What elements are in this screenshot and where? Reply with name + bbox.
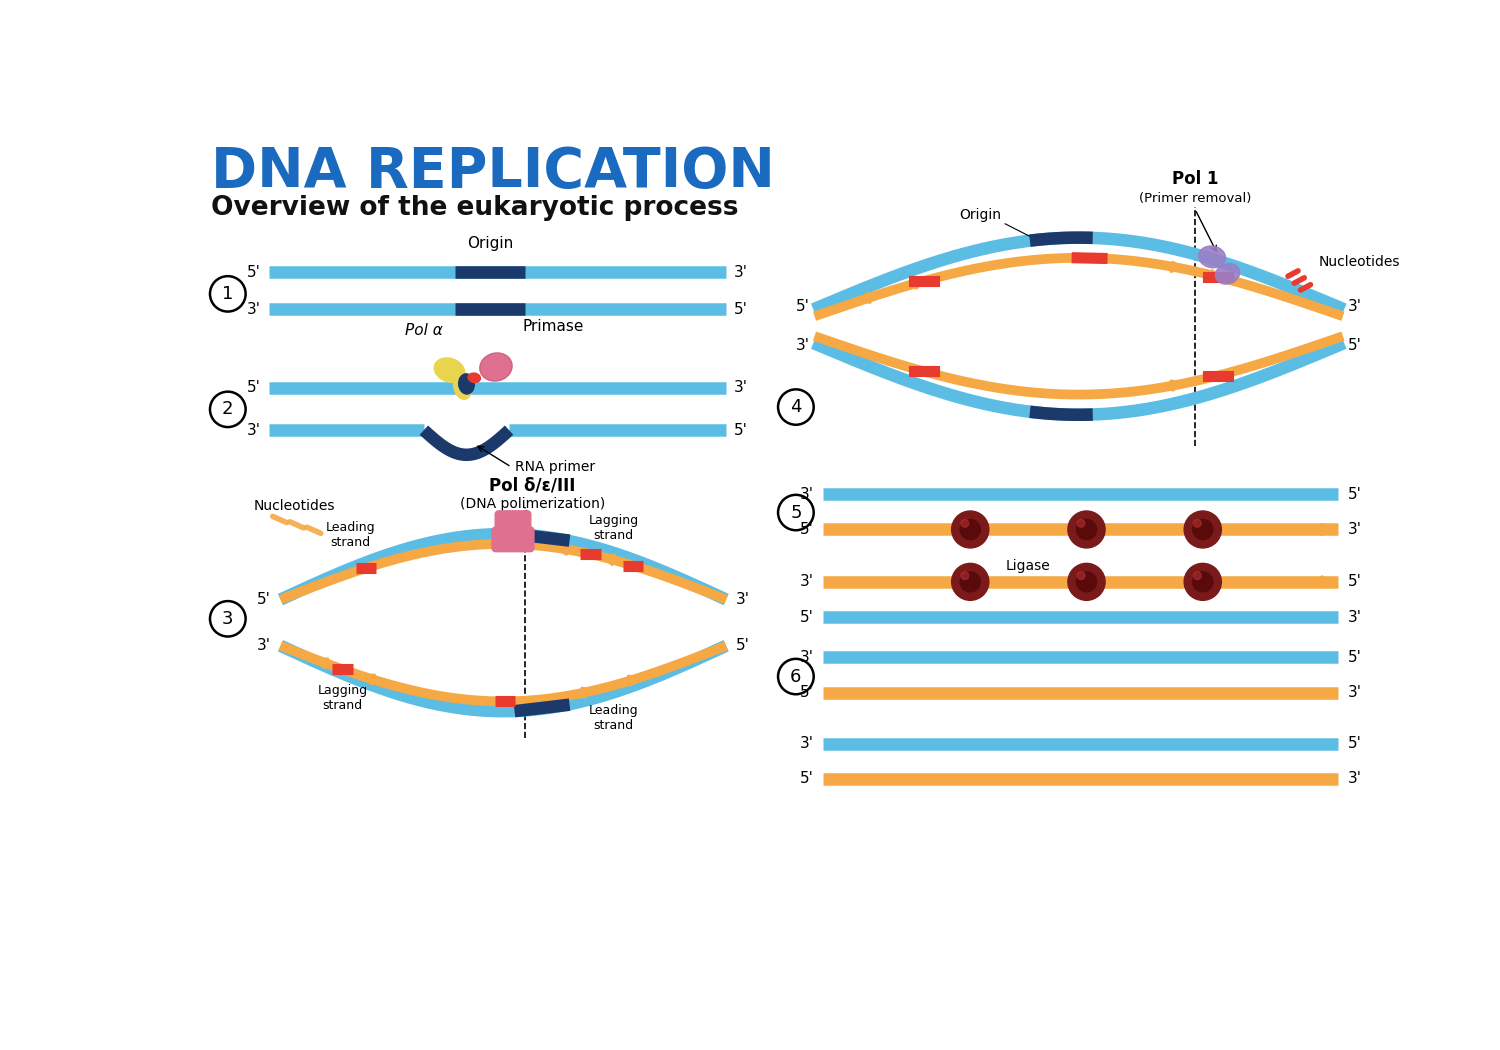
Text: 5': 5' — [734, 423, 747, 438]
Circle shape — [1068, 564, 1106, 601]
Text: 3': 3' — [734, 265, 748, 279]
Text: (DNA polimerization): (DNA polimerization) — [459, 497, 604, 511]
Text: 5': 5' — [1347, 736, 1362, 751]
Circle shape — [1192, 572, 1214, 592]
Text: 3': 3' — [1347, 299, 1362, 314]
Text: 3': 3' — [1347, 686, 1362, 700]
Text: DNA REPLICATION: DNA REPLICATION — [210, 145, 774, 200]
Text: 3': 3' — [800, 486, 813, 502]
Text: 3': 3' — [248, 423, 261, 438]
Text: Ligase: Ligase — [1007, 559, 1050, 572]
Text: 5': 5' — [796, 299, 810, 314]
Circle shape — [1077, 520, 1084, 527]
Text: 5': 5' — [248, 380, 261, 395]
Text: 6: 6 — [790, 668, 801, 686]
Text: (Primer removal): (Primer removal) — [1138, 192, 1251, 206]
Text: Origin: Origin — [466, 236, 513, 251]
Text: Leading
strand: Leading strand — [590, 704, 639, 732]
Circle shape — [1184, 564, 1221, 601]
Ellipse shape — [480, 353, 512, 381]
Circle shape — [1184, 511, 1221, 548]
Circle shape — [960, 572, 981, 592]
Circle shape — [1068, 511, 1106, 548]
Text: 3': 3' — [800, 736, 813, 751]
Circle shape — [1077, 520, 1096, 540]
Circle shape — [1192, 520, 1214, 540]
Text: RNA primer: RNA primer — [516, 460, 596, 475]
Text: 3': 3' — [800, 574, 813, 589]
Circle shape — [960, 520, 981, 540]
Text: 1: 1 — [222, 285, 234, 302]
Text: 5': 5' — [1347, 486, 1362, 502]
Text: 3': 3' — [1347, 522, 1362, 537]
Ellipse shape — [1198, 246, 1225, 268]
Text: 5': 5' — [258, 592, 272, 607]
Text: 3': 3' — [256, 638, 272, 653]
Ellipse shape — [433, 357, 465, 383]
Text: 5': 5' — [800, 772, 813, 786]
Text: 5': 5' — [1347, 650, 1362, 665]
Text: 3': 3' — [800, 650, 813, 665]
FancyBboxPatch shape — [495, 511, 531, 534]
Circle shape — [1077, 572, 1084, 580]
Circle shape — [951, 511, 988, 548]
Text: 3': 3' — [735, 592, 750, 607]
Text: 5: 5 — [790, 504, 801, 522]
Circle shape — [951, 564, 988, 601]
Text: 5': 5' — [800, 610, 813, 625]
Text: Pol α: Pol α — [405, 322, 442, 338]
Text: 5': 5' — [735, 638, 750, 653]
Text: 3': 3' — [1347, 772, 1362, 786]
Text: 3': 3' — [796, 338, 810, 353]
Text: Lagging
strand: Lagging strand — [588, 513, 639, 542]
Text: Pol 1: Pol 1 — [1172, 170, 1218, 188]
Circle shape — [1194, 520, 1202, 527]
Text: Nucleotides: Nucleotides — [254, 499, 334, 512]
Text: 5': 5' — [800, 686, 813, 700]
Text: 5': 5' — [248, 265, 261, 279]
Ellipse shape — [1215, 264, 1239, 285]
Circle shape — [962, 520, 969, 527]
FancyBboxPatch shape — [492, 527, 534, 551]
Text: Pol δ/ε/III: Pol δ/ε/III — [489, 476, 576, 495]
Text: 5': 5' — [800, 522, 813, 537]
Text: 5': 5' — [734, 301, 747, 317]
Text: 5': 5' — [1347, 574, 1362, 589]
Circle shape — [1194, 572, 1202, 580]
Text: 5': 5' — [1347, 338, 1362, 353]
Ellipse shape — [468, 373, 482, 383]
Text: 3': 3' — [248, 301, 261, 317]
Circle shape — [1077, 572, 1096, 592]
Text: 3': 3' — [734, 380, 748, 395]
Text: Nucleotides: Nucleotides — [1318, 254, 1401, 269]
Text: 3: 3 — [222, 610, 234, 628]
Text: Primase: Primase — [522, 319, 584, 334]
Text: Leading
strand: Leading strand — [326, 522, 375, 549]
Text: 3': 3' — [1347, 610, 1362, 625]
Text: Overview of the eukaryotic process: Overview of the eukaryotic process — [210, 195, 738, 222]
Ellipse shape — [458, 373, 476, 395]
Text: Origin: Origin — [960, 208, 1002, 223]
Circle shape — [962, 572, 969, 580]
Text: 2: 2 — [222, 400, 234, 418]
Text: 4: 4 — [790, 398, 801, 416]
Ellipse shape — [453, 371, 472, 400]
Text: Lagging
strand: Lagging strand — [318, 684, 368, 712]
